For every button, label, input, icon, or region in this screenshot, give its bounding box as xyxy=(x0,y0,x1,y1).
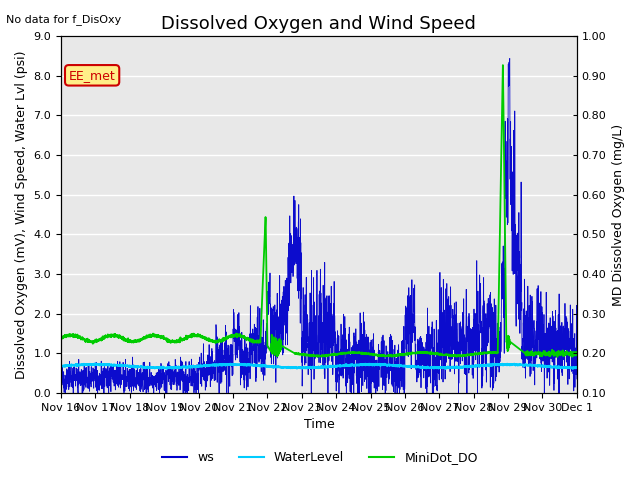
Title: Dissolved Oxygen and Wind Speed: Dissolved Oxygen and Wind Speed xyxy=(161,15,476,33)
X-axis label: Time: Time xyxy=(303,419,334,432)
Text: EE_met: EE_met xyxy=(68,69,115,82)
Y-axis label: Dissolved Oxygen (mV), Wind Speed, Water Lvl (psi): Dissolved Oxygen (mV), Wind Speed, Water… xyxy=(15,50,28,379)
Legend: ws, WaterLevel, MiniDot_DO: ws, WaterLevel, MiniDot_DO xyxy=(157,446,483,469)
Y-axis label: MD Dissolved Oxygen (mg/L): MD Dissolved Oxygen (mg/L) xyxy=(612,123,625,306)
Text: No data for f_DisOxy: No data for f_DisOxy xyxy=(6,13,122,24)
